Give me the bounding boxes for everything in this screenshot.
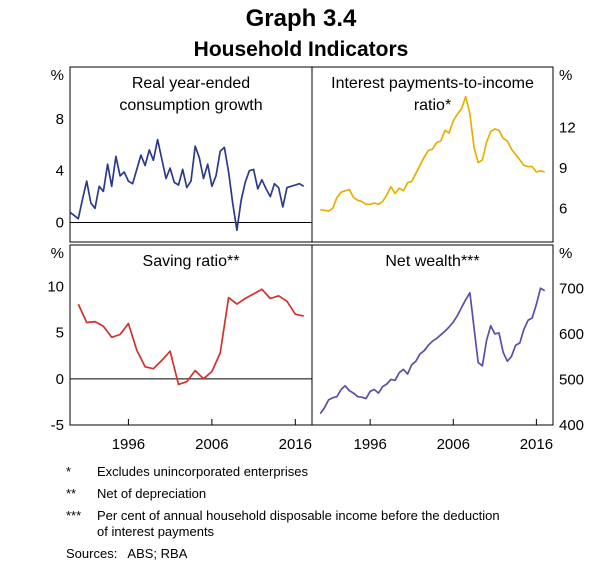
y-tick-label: 500 bbox=[559, 371, 584, 388]
y-tick-label: 4 bbox=[56, 163, 64, 180]
y-tick-label: 5 bbox=[56, 325, 64, 342]
panel-frame bbox=[311, 244, 554, 426]
x-tick-label: 2016 bbox=[520, 436, 553, 453]
panel-title-line: Interest payments-to-income bbox=[331, 75, 534, 92]
y-tick-label: 400 bbox=[559, 417, 584, 434]
y-tick-label: 600 bbox=[559, 326, 584, 343]
unit-label: % bbox=[559, 245, 572, 262]
panel-title-line: Saving ratio** bbox=[143, 253, 240, 270]
x-tick-label: 2006 bbox=[195, 436, 228, 453]
note-text-2: Net of depreciation bbox=[97, 486, 206, 501]
note-marker-3: *** bbox=[66, 508, 81, 523]
x-tick-label: 2006 bbox=[437, 436, 470, 453]
panels: 0 4 8% Real year-ended consumption growth 6 9 1… bbox=[47, 66, 584, 434]
note-marker-1: * bbox=[66, 464, 71, 479]
panel-2: 6 9 12% Interest payments-to-income ratio* bbox=[311, 66, 576, 243]
y-tick-label: 12 bbox=[559, 120, 576, 137]
panel-frame bbox=[69, 66, 313, 243]
y-tick-label: 700 bbox=[559, 280, 584, 297]
panel-title-line: consumption growth bbox=[119, 97, 262, 114]
panel-frame bbox=[69, 244, 313, 426]
x-tick-label: 2016 bbox=[279, 436, 312, 453]
sources: Sources: ABS; RBA bbox=[66, 546, 188, 561]
series-line bbox=[77, 288, 304, 386]
notes: * Excludes unincorporated enterprises **… bbox=[66, 464, 500, 561]
x-tick-label: 1996 bbox=[353, 436, 386, 453]
note-text-3b: of interest payments bbox=[97, 524, 215, 539]
unit-label: % bbox=[51, 67, 64, 84]
y-tick-label: 9 bbox=[559, 160, 567, 177]
y-tick-label: 0 bbox=[56, 215, 64, 232]
note-marker-2: ** bbox=[66, 486, 76, 501]
panel-4: 400 500 600 700% Net wealth*** bbox=[311, 244, 584, 434]
panel-3: -5 0 5 10% Saving ratio** bbox=[47, 244, 313, 434]
series-line bbox=[319, 287, 546, 415]
chart-subtitle: Household Indicators bbox=[194, 38, 409, 61]
y-tick-label: 6 bbox=[559, 200, 567, 217]
note-text-1: Excludes unincorporated enterprises bbox=[97, 464, 309, 479]
x-tick-label: 1996 bbox=[112, 436, 145, 453]
chart-title: Graph 3.4 bbox=[246, 5, 357, 32]
panel-frame bbox=[311, 66, 554, 243]
y-tick-label: 10 bbox=[47, 279, 64, 296]
unit-label: % bbox=[51, 245, 64, 262]
x-axis-ticks: 1996 2006 2016 1996 2006 2016 bbox=[112, 436, 553, 453]
panel-1: 0 4 8% Real year-ended consumption growth bbox=[51, 66, 313, 243]
series-line bbox=[320, 95, 545, 212]
y-tick-label: 8 bbox=[56, 111, 64, 128]
panel-title-line: Net wealth*** bbox=[385, 253, 479, 270]
panel-title-line: Real year-ended bbox=[132, 75, 250, 92]
unit-label: % bbox=[559, 67, 572, 84]
note-text-3: Per cent of annual household disposable … bbox=[97, 508, 500, 523]
y-tick-label: 0 bbox=[56, 371, 64, 388]
series-line bbox=[69, 138, 305, 232]
panel-title-line: ratio* bbox=[414, 97, 451, 114]
y-tick-label: -5 bbox=[51, 417, 64, 434]
